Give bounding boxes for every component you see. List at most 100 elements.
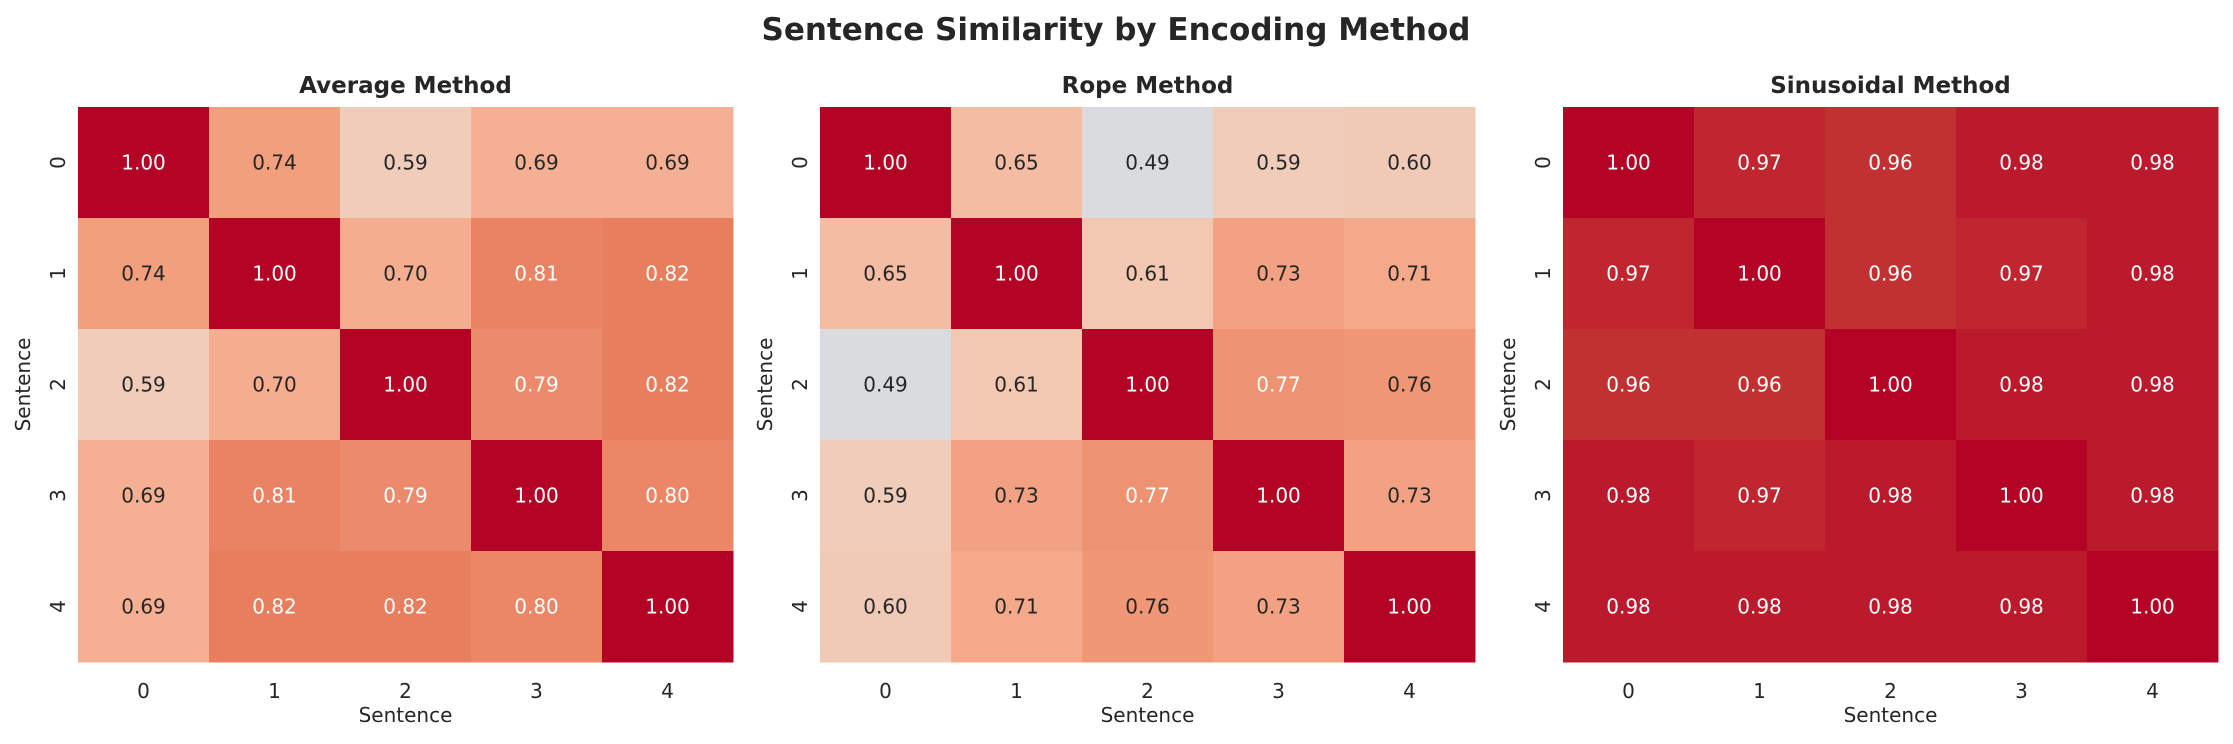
x-tick-label: 3 (530, 679, 543, 703)
y-tick-label: 3 (46, 489, 70, 502)
heatmap-cell (1213, 329, 1345, 441)
heatmap-cell (340, 440, 472, 552)
heatmap-cell (1825, 107, 1957, 219)
heatmap-cell (1213, 551, 1345, 663)
heatmap-cell (1344, 551, 1476, 663)
y-tick-label: 1 (46, 267, 70, 280)
cell-annotation: 0.97 (1737, 151, 1782, 175)
cell-annotation: 0.59 (863, 484, 908, 508)
heatmap-cell (1825, 551, 1957, 663)
heatmap-cell (340, 551, 472, 663)
x-axis-label: Sentence (359, 703, 453, 727)
cell-annotation: 0.79 (514, 373, 559, 397)
x-tick-label: 4 (1403, 679, 1416, 703)
heatmap-cell (471, 551, 603, 663)
figure-title: Sentence Similarity by Encoding Method (762, 12, 1471, 48)
y-axis-label: Sentence (1496, 338, 1520, 432)
cell-annotation: 0.49 (863, 373, 908, 397)
cell-annotation: 1.00 (252, 262, 297, 286)
cell-annotation: 0.98 (2130, 262, 2175, 286)
y-tick-label: 3 (1531, 489, 1555, 502)
cell-annotation: 0.70 (252, 373, 297, 397)
heatmap-cell (1694, 551, 1826, 663)
cell-annotation: 0.81 (514, 262, 559, 286)
heatmap-cell (951, 551, 1083, 663)
heatmap-cell (1344, 107, 1476, 219)
cell-annotation: 0.61 (994, 373, 1039, 397)
heatmap-cell (78, 551, 210, 663)
cell-annotation: 0.59 (1256, 151, 1301, 175)
cell-annotation: 0.77 (1256, 373, 1301, 397)
panel-title: Rope Method (1062, 73, 1234, 99)
heatmap-cell (602, 218, 734, 330)
cell-annotation: 0.59 (121, 373, 166, 397)
heatmap-cell (340, 329, 472, 441)
cell-annotation: 0.60 (1387, 151, 1432, 175)
heatmap-cell (340, 107, 472, 219)
heatmap-cell (1082, 440, 1214, 552)
cell-annotation: 0.71 (994, 595, 1039, 619)
heatmap-cell (78, 329, 210, 441)
panel-title: Average Method (299, 73, 512, 99)
cell-annotation: 0.49 (1125, 151, 1170, 175)
heatmap-cell (951, 107, 1083, 219)
cell-annotation: 0.60 (863, 595, 908, 619)
y-tick-label: 4 (46, 600, 70, 613)
cell-annotation: 0.82 (383, 595, 428, 619)
heatmap-cell (1563, 218, 1695, 330)
x-tick-label: 0 (137, 679, 150, 703)
heatmap-cell (471, 107, 603, 219)
cell-annotation: 0.81 (252, 484, 297, 508)
cell-annotation: 0.73 (1256, 262, 1301, 286)
x-axis-label: Sentence (1844, 703, 1938, 727)
cell-annotation: 0.98 (1868, 484, 1913, 508)
cell-annotation: 1.00 (121, 151, 166, 175)
heatmap-cell (1082, 107, 1214, 219)
cell-annotation: 1.00 (514, 484, 559, 508)
cell-annotation: 0.98 (2130, 151, 2175, 175)
x-tick-label: 2 (1884, 679, 1897, 703)
heatmap-cell (471, 440, 603, 552)
y-axis-label: Sentence (753, 338, 777, 432)
y-tick-label: 2 (46, 378, 70, 391)
heatmap-cell (209, 440, 341, 552)
heatmap-cell (1082, 218, 1214, 330)
cell-annotation: 0.73 (994, 484, 1039, 508)
y-tick-label: 0 (46, 156, 70, 169)
cell-annotation: 0.59 (383, 151, 428, 175)
cell-annotation: 0.82 (252, 595, 297, 619)
heatmap-cell (1956, 218, 2088, 330)
cell-annotation: 1.00 (645, 595, 690, 619)
heatmap-cell (1082, 329, 1214, 441)
heatmap-cell (602, 329, 734, 441)
heatmap-cell (1825, 440, 1957, 552)
cell-annotation: 0.96 (1868, 151, 1913, 175)
panel-title: Sinusoidal Method (1770, 73, 2011, 99)
x-tick-label: 1 (1010, 679, 1023, 703)
y-tick-label: 2 (1531, 378, 1555, 391)
heatmap-cell (340, 218, 472, 330)
cell-annotation: 0.69 (514, 151, 559, 175)
cell-annotation: 1.00 (1999, 484, 2044, 508)
y-tick-label: 0 (1531, 156, 1555, 169)
heatmap-cell (951, 440, 1083, 552)
heatmap-cell (820, 329, 952, 441)
cell-annotation: 1.00 (1125, 373, 1170, 397)
heatmap-cell (1213, 107, 1345, 219)
y-tick-label: 4 (1531, 600, 1555, 613)
heatmap-cell (1344, 440, 1476, 552)
cell-annotation: 0.82 (645, 373, 690, 397)
cell-annotation: 1.00 (863, 151, 908, 175)
heatmap-cell (78, 218, 210, 330)
cell-annotation: 0.98 (1868, 595, 1913, 619)
cell-annotation: 0.80 (645, 484, 690, 508)
y-tick-label: 1 (788, 267, 812, 280)
cell-annotation: 0.98 (1737, 595, 1782, 619)
heatmap-cell (471, 329, 603, 441)
heatmap-cell (1956, 551, 2088, 663)
cell-annotation: 1.00 (1256, 484, 1301, 508)
cell-annotation: 0.97 (1999, 262, 2044, 286)
x-tick-label: 4 (661, 679, 674, 703)
cell-annotation: 0.76 (1125, 595, 1170, 619)
